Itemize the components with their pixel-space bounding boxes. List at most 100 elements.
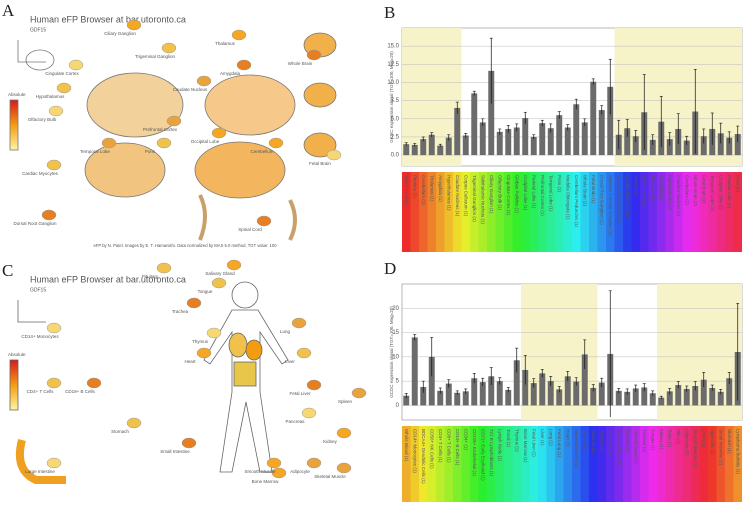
bar (556, 389, 563, 406)
category-label-box (410, 426, 419, 502)
category-label-box (682, 172, 691, 252)
category-label: CD105+ Endothelial (1) (472, 429, 477, 476)
category-label-box (504, 426, 513, 502)
tissue-label: Caudate Nucleus (173, 87, 208, 92)
category-label-box (402, 172, 411, 252)
brain (194, 141, 286, 199)
tissue-shape (46, 377, 62, 389)
tissue-shape (46, 159, 62, 171)
tissue-shape (291, 317, 307, 329)
category-label-box (648, 172, 657, 252)
category-label: Caudate Nucleus (1) (455, 175, 460, 217)
category-label-box (487, 426, 496, 502)
tissue-label: Skeletal Muscle (314, 474, 346, 479)
bar (709, 387, 716, 406)
tissue-shape (326, 149, 342, 161)
category-label-box (487, 172, 496, 252)
bar (411, 337, 418, 406)
category-label-box (614, 172, 623, 252)
organ (228, 332, 248, 358)
category-label: Trigeminal Ganglion (1) (472, 175, 477, 222)
category-label-box (691, 426, 700, 502)
category-label-box (589, 426, 598, 502)
bar (496, 131, 503, 156)
bar (717, 391, 724, 406)
bar (726, 137, 733, 156)
mini-histogram (17, 40, 46, 63)
bar (632, 388, 639, 406)
tissue-shape (126, 19, 142, 31)
tissue-label: Spinal Cord (238, 227, 262, 232)
bar (649, 139, 656, 156)
tissue-shape (181, 437, 197, 449)
organ (233, 361, 257, 387)
category-label: Thyroid (1) (625, 429, 630, 451)
tissue-label: Small Intestine (160, 449, 190, 454)
tissue-label: Amygdala (220, 71, 241, 76)
category-label: Prefrontal Cortex (1) (540, 175, 545, 216)
gene-name: GDF15 (30, 27, 46, 33)
category-label: Cerebellum Peduncles (1) (574, 175, 579, 228)
category-label-box (674, 426, 683, 502)
bar (692, 386, 699, 406)
tissue-shape (211, 277, 227, 289)
y-tick-label: 5.0 (391, 116, 400, 122)
category-label: Occipital Lobe (1) (523, 175, 528, 211)
tissue-shape (206, 327, 222, 339)
bar (479, 122, 486, 156)
category-label: Pons (1) (557, 175, 562, 193)
category-label: CD19+ B Cells (1) (455, 429, 460, 466)
category-label-box (461, 172, 470, 252)
category-label-box (716, 172, 725, 252)
tissue-shape (86, 377, 102, 389)
bar (615, 390, 622, 406)
tissue-shape (226, 259, 242, 271)
bar (471, 378, 478, 406)
category-label: Placenta (1) (591, 429, 596, 454)
tissue-label: Spleen (338, 399, 353, 404)
bar (513, 127, 520, 156)
category-label-box (716, 426, 725, 502)
bar (590, 81, 597, 156)
category-label-box (512, 172, 521, 252)
tissue-shape (101, 137, 117, 149)
tissue-label: Heart (184, 359, 196, 364)
category-label: CD56+ NK Cells (1) (430, 429, 435, 469)
bar (734, 134, 741, 156)
category-label: Appendix (1) (710, 429, 715, 455)
category-label: Cingulate Cortex (1) (506, 175, 511, 216)
tissue-shape (156, 137, 172, 149)
category-label-box (682, 426, 691, 502)
category-label: Whole Brain (2) (693, 175, 698, 207)
bar (530, 383, 537, 406)
category-label: Hypothalamus (2) (668, 175, 673, 211)
category-label-box (402, 426, 411, 502)
tissue-shape (351, 387, 367, 399)
category-label-box (470, 172, 479, 252)
y-axis-title: GCDC expression signal (TGT=100, Mng=20) (389, 306, 394, 398)
tissue-label: Fetal Liver (289, 391, 311, 396)
tissue-shape (306, 379, 322, 391)
category-label-box (427, 426, 436, 502)
category-label: Parietal Lobe (1) (532, 175, 537, 209)
bar (539, 123, 546, 156)
category-label-box (546, 172, 555, 252)
category-label-box (444, 426, 453, 502)
tissue-label: Pituitary (142, 274, 159, 279)
bar (632, 136, 639, 156)
category-label: Spinal Cord (1) (404, 175, 409, 206)
category-label: Prostate (1) (600, 429, 605, 453)
category-label: Skeletal Muscle (1) (574, 429, 579, 468)
category-label-box (597, 426, 606, 502)
category-label-box (606, 172, 615, 252)
tissue-shape (268, 137, 284, 149)
category-label: Whole Blood (1) (404, 429, 409, 462)
y-tick-label: 12.5 (387, 62, 399, 68)
category-label: Pituitary (1) (413, 175, 418, 199)
category-label: Cerebellum (1) (421, 175, 426, 205)
brain-drawings (9, 32, 337, 241)
category-label-box (495, 172, 504, 252)
category-label: Uterus (1) (583, 429, 588, 450)
